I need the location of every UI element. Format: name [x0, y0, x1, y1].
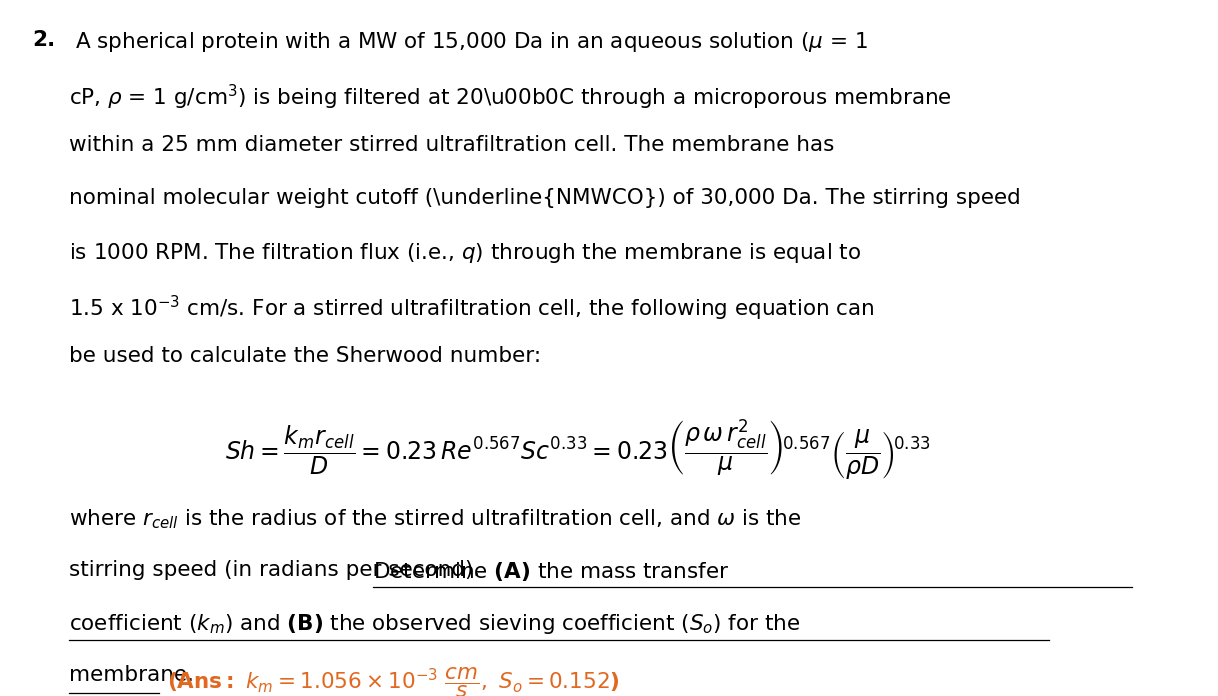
Text: $\mathbf{(Ans:\ }k_m = 1.056 \times 10^{-3}\ \dfrac{cm}{s},\ S_o = 0.152\mathbf{: $\mathbf{(Ans:\ }k_m = 1.056 \times 10^{… [167, 665, 620, 696]
Text: A spherical protein with a MW of 15,000 Da in an aqueous solution ($\mu$ = 1: A spherical protein with a MW of 15,000 … [76, 30, 868, 54]
Text: stirring speed (in radians per second).: stirring speed (in radians per second). [69, 560, 487, 580]
Text: be used to calculate the Sherwood number:: be used to calculate the Sherwood number… [69, 346, 542, 366]
Text: $Sh = \dfrac{k_m r_{cell}}{D} = 0.23\,Re^{0.567}Sc^{0.33} = 0.23\left(\dfrac{\rh: $Sh = \dfrac{k_m r_{cell}}{D} = 0.23\,Re… [225, 418, 931, 482]
Text: membrane.: membrane. [69, 665, 201, 685]
Text: coefficient ($k_m$) and $\mathbf{(B)}$ the observed sieving coefficient ($S_o$) : coefficient ($k_m$) and $\mathbf{(B)}$ t… [69, 612, 800, 636]
Text: is 1000 RPM. The filtration flux (i.e., $q$) through the membrane is equal to: is 1000 RPM. The filtration flux (i.e., … [69, 241, 861, 264]
Text: $\mathbf{2.}$: $\mathbf{2.}$ [32, 30, 55, 49]
Text: cP, $\rho$ = 1 g/cm$^3$) is being filtered at 20\u00b0C through a microporous me: cP, $\rho$ = 1 g/cm$^3$) is being filter… [69, 82, 952, 111]
Text: where $r_{cell}$ is the radius of the stirred ultrafiltration cell, and $\omega$: where $r_{cell}$ is the radius of the st… [69, 507, 801, 530]
Text: nominal molecular weight cutoff (\underline{NMWCO}) of 30,000 Da. The stirring s: nominal molecular weight cutoff (\underl… [69, 188, 1021, 208]
Text: 1.5 x 10$^{-3}$ cm/s. For a stirred ultrafiltration cell, the following equation: 1.5 x 10$^{-3}$ cm/s. For a stirred ultr… [69, 294, 876, 323]
Text: Determine $\mathbf{(A)}$ the mass transfer: Determine $\mathbf{(A)}$ the mass transf… [373, 560, 730, 583]
Text: within a 25 mm diameter stirred ultrafiltration cell. The membrane has: within a 25 mm diameter stirred ultrafil… [69, 135, 834, 155]
